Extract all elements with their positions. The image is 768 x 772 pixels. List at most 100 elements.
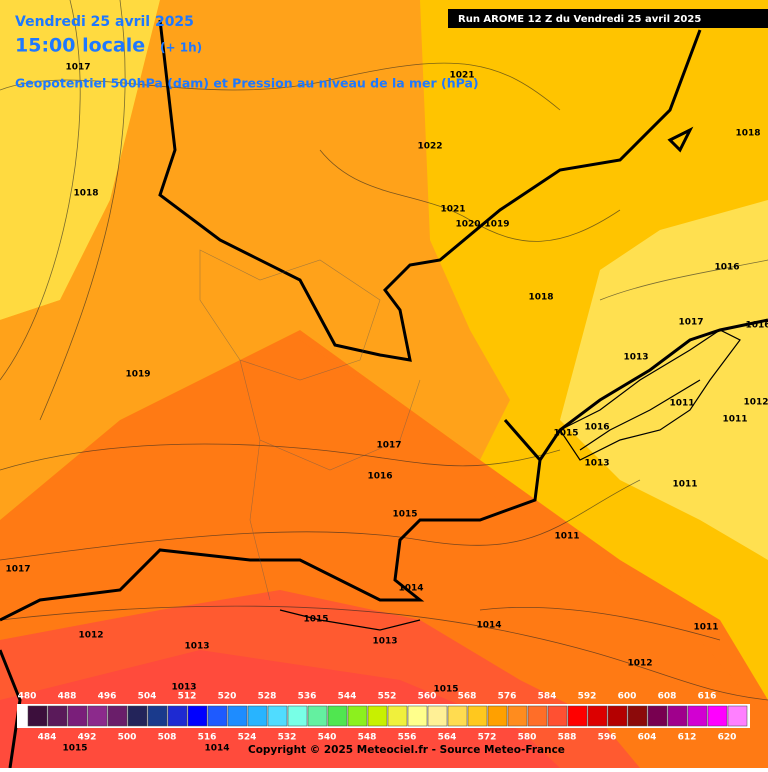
colorbar-swatch [27, 705, 48, 727]
isobars [0, 0, 768, 701]
colorbar-label: 572 [478, 733, 497, 743]
colorbar-label: 480 [18, 692, 37, 702]
colorbar-swatch [447, 705, 468, 727]
colorbar-label: 520 [218, 692, 237, 702]
colorbar-label: 548 [358, 733, 377, 743]
colorbar-label: 596 [598, 733, 617, 743]
colorbar-swatch [467, 705, 488, 727]
colorbar-swatch [587, 705, 608, 727]
colorbar-swatch [547, 705, 568, 727]
colorbar-label: 612 [678, 733, 697, 743]
colorbar-label: 604 [638, 733, 657, 743]
colorbar-label: 564 [438, 733, 457, 743]
colorbar-swatch [347, 705, 368, 727]
colorbar-swatch [507, 705, 528, 727]
colorbar-label: 544 [338, 692, 357, 702]
colorbar-label: 516 [198, 733, 217, 743]
isobar-label: 1017 [678, 318, 703, 328]
isobar-label: 1017 [5, 565, 30, 575]
isobar-label: 1011 [672, 480, 697, 490]
copyright: Copyright © 2025 Meteociel.fr - Source M… [248, 744, 565, 756]
isobar-label: 1015 [433, 685, 458, 695]
isobar-label: 1016 [745, 321, 768, 331]
colorbar-label: 580 [518, 733, 537, 743]
isobar-label: 1016 [584, 423, 609, 433]
colorbar-swatch [247, 705, 268, 727]
colorbar-swatch [67, 705, 88, 727]
colorbar-swatch [167, 705, 188, 727]
colorbar-label: 552 [378, 692, 397, 702]
isobar-label: 1013 [584, 459, 609, 469]
colorbar-label: 532 [278, 733, 297, 743]
colorbar-swatch [687, 705, 708, 727]
colorbar-label: 484 [38, 733, 57, 743]
date: Vendredi 25 avril 2025 [15, 14, 194, 30]
colorbar-label: 500 [118, 733, 137, 743]
colorbar-label: 620 [718, 733, 737, 743]
colorbar-label: 492 [78, 733, 97, 743]
colorbar-label: 512 [178, 692, 197, 702]
regions [199, 249, 421, 601]
colorbar-swatch [527, 705, 548, 727]
isobar-label: 1017 [376, 441, 401, 451]
colorbar-swatch [707, 705, 728, 727]
colorbar-swatch [147, 705, 168, 727]
colorbar-label: 540 [318, 733, 337, 743]
colorbar-label: 528 [258, 692, 277, 702]
colorbar-label: 584 [538, 692, 557, 702]
colorbar-label: 504 [138, 692, 157, 702]
colorbar-swatch [327, 705, 348, 727]
subtitle: Geopotentiel 500hPa (dam) et Pression au… [15, 76, 479, 91]
colorbar-swatch [267, 705, 288, 727]
colorbar-label: 508 [158, 733, 177, 743]
colorbar-swatch [727, 705, 748, 727]
colorbar-swatch [647, 705, 668, 727]
colorbar-label: 592 [578, 692, 597, 702]
isobar-label: 1011 [554, 532, 579, 542]
run: Run AROME 12 Z du Vendredi 25 avril 2025 [458, 14, 701, 25]
isobar-label: 1022 [417, 142, 442, 152]
isobar-label: 1015 [303, 615, 328, 625]
alps-relief [279, 329, 741, 631]
isobar-label: 1011 [693, 623, 718, 633]
colorbar-label: 600 [618, 692, 637, 702]
colorbar-swatch [387, 705, 408, 727]
colorbar-swatch [607, 705, 628, 727]
colorbar-label: 588 [558, 733, 577, 743]
isobar-label: 1013 [372, 637, 397, 647]
isobar-label: 1014 [204, 744, 229, 754]
colorbar-label: 608 [658, 692, 677, 702]
colorbar-swatch [227, 705, 248, 727]
colorbar-swatch [487, 705, 508, 727]
colorbar-label: 488 [58, 692, 77, 702]
colorbar-swatch [87, 705, 108, 727]
isobar-label: 1018 [528, 293, 553, 303]
isobar-label: 1012 [743, 398, 768, 408]
isobar-label: 1016 [714, 263, 739, 273]
colorbar-label: 568 [458, 692, 477, 702]
isobar-label: 1016 [367, 472, 392, 482]
isobar-label: 1013 [184, 642, 209, 652]
time: 15:00 locale [15, 35, 145, 57]
isobar-label: 1014 [476, 621, 501, 631]
colorbar-swatch [47, 705, 68, 727]
colorbar-swatch [187, 705, 208, 727]
colorbar-swatch [287, 705, 308, 727]
isobar-label: 1015 [392, 510, 417, 520]
colorbar-swatch [407, 705, 428, 727]
run-box [448, 9, 768, 28]
colorbar-swatch [627, 705, 648, 727]
isobar-label: 1019 [484, 220, 509, 230]
isobar-label: 1021 [440, 205, 465, 215]
colorbar-label: 524 [238, 733, 257, 743]
isobar-label: 1015 [62, 744, 87, 754]
isobar-label: 1012 [78, 631, 103, 641]
borders [0, 19, 768, 769]
isobar-label: 1021 [449, 71, 474, 81]
isobar-label: 1011 [722, 415, 747, 425]
colorbar-swatch [307, 705, 328, 727]
colorbar-swatch [427, 705, 448, 727]
colorbar-swatch [567, 705, 588, 727]
